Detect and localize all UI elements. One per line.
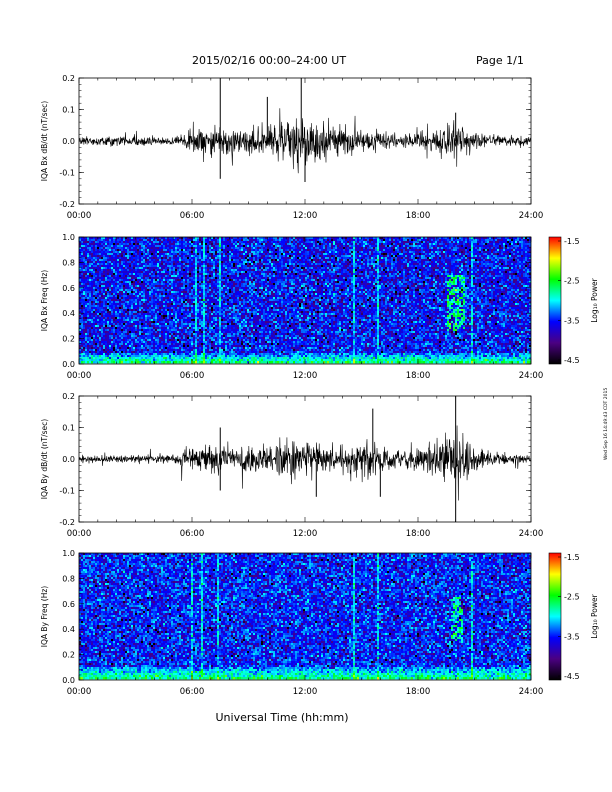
y-tick-label: 1.0 xyxy=(62,233,75,242)
y-tick-label: 0.8 xyxy=(62,258,75,267)
colorbar-tick-label: -4.5 xyxy=(564,672,580,681)
y-tick-label: 0.1 xyxy=(62,106,75,115)
x-tick-label: 12:00 xyxy=(293,371,318,381)
y-axis-label: IQA By dB/dt (nT/sec) xyxy=(40,419,49,500)
colorbar-label: Log₁₀ Power xyxy=(590,593,599,638)
x-tick-label: 12:00 xyxy=(293,529,318,539)
x-tick-label: 00:00 xyxy=(67,371,92,381)
x-tick-label: 00:00 xyxy=(67,529,92,539)
signal-trace xyxy=(79,426,531,501)
colorbar-scale xyxy=(549,553,561,680)
y-tick-label: 0.8 xyxy=(62,574,75,583)
colorbar-label: Log₁₀ Power xyxy=(590,277,599,322)
y-tick-label: -0.2 xyxy=(59,200,75,209)
panel-4: 00:00 06:00 12:00 18:00 24:00 1.0 0.8 0.6 0.4 0.2… xyxy=(40,549,599,697)
y-tick-label: 0.0 xyxy=(62,360,75,369)
colorbar: -1.5 -2.5 -3.5 -4.5 Log₁₀ Power xyxy=(549,553,599,681)
y-tick-label: -0.2 xyxy=(59,518,75,527)
x-tick-label: 24:00 xyxy=(519,371,544,381)
y-axis-label: IQA By Freq (Hz) xyxy=(40,586,49,648)
colorbar-tick-label: -1.5 xyxy=(564,237,580,246)
colorbar-tick-label: -1.5 xyxy=(564,553,580,562)
y-tick-label: -0.1 xyxy=(59,169,75,178)
x-tick-label: 18:00 xyxy=(406,211,431,221)
x-tick-label: 18:00 xyxy=(406,529,431,539)
x-tick-label: 12:00 xyxy=(293,687,318,697)
x-tick-label: 06:00 xyxy=(180,211,205,221)
colorbar-tick-label: -2.5 xyxy=(564,593,580,602)
y-tick-label: 0.4 xyxy=(62,625,75,634)
x-tick-label: 24:00 xyxy=(519,687,544,697)
y-tick-label: 0.0 xyxy=(62,676,75,685)
y-tick-label: 0.2 xyxy=(62,335,75,344)
y-tick-label: 0.0 xyxy=(62,455,75,464)
x-tick-label: 18:00 xyxy=(406,687,431,697)
panel-2: 00:00 06:00 12:00 18:00 24:00 1.0 0.8 0.6 0.4 0.2… xyxy=(40,233,599,381)
y-axis-label: IQA Bx Freq (Hz) xyxy=(40,270,49,332)
spectrogram xyxy=(79,237,531,363)
x-tick-label: 06:00 xyxy=(180,529,205,539)
panel-3: 00:00 06:00 12:00 18:00 24:00 0.2 0.1 0.0 -0.1 -0… xyxy=(40,392,543,539)
colorbar-tick-label: -3.5 xyxy=(564,632,580,641)
x-tick-label: 12:00 xyxy=(293,211,318,221)
colorbar-tick-label: -3.5 xyxy=(564,316,580,325)
y-tick-label: 0.1 xyxy=(62,424,75,433)
x-tick-label: 00:00 xyxy=(67,687,92,697)
y-tick-label: 0.0 xyxy=(62,137,75,146)
x-tick-label: 24:00 xyxy=(519,211,544,221)
x-tick-label: 00:00 xyxy=(67,211,92,221)
figure: 00:00 06:00 12:00 18:00 24:00 0.2 0.1 0.0 -0.1 -0… xyxy=(0,0,612,792)
x-tick-label: 06:00 xyxy=(180,371,205,381)
y-axis-label: IQA Bx dB/dt (nT/sec) xyxy=(40,101,49,182)
spectrogram xyxy=(79,553,531,679)
y-tick-label: 0.4 xyxy=(62,309,75,318)
x-tick-label: 06:00 xyxy=(180,687,205,697)
x-axis-label: Universal Time (hh:mm) xyxy=(216,711,349,724)
colorbar-scale xyxy=(549,237,561,364)
colorbar-tick-label: -4.5 xyxy=(564,356,580,365)
x-tick-label: 18:00 xyxy=(406,371,431,381)
panel-1: 00:00 06:00 12:00 18:00 24:00 0.2 0.1 0.0 -0.1 -0… xyxy=(40,74,543,221)
y-tick-label: 0.6 xyxy=(62,600,75,609)
y-tick-label: 0.2 xyxy=(62,74,75,83)
y-tick-label: -0.1 xyxy=(59,487,75,496)
y-tick-label: 0.2 xyxy=(62,392,75,401)
x-tick-label: 24:00 xyxy=(519,529,544,539)
colorbar-tick-label: -2.5 xyxy=(564,277,580,286)
y-tick-label: 1.0 xyxy=(62,549,75,558)
y-tick-label: 0.2 xyxy=(62,651,75,660)
colorbar: -1.5 -2.5 -3.5 -4.5 Log₁₀ Power xyxy=(549,237,599,365)
y-tick-label: 0.6 xyxy=(62,284,75,293)
